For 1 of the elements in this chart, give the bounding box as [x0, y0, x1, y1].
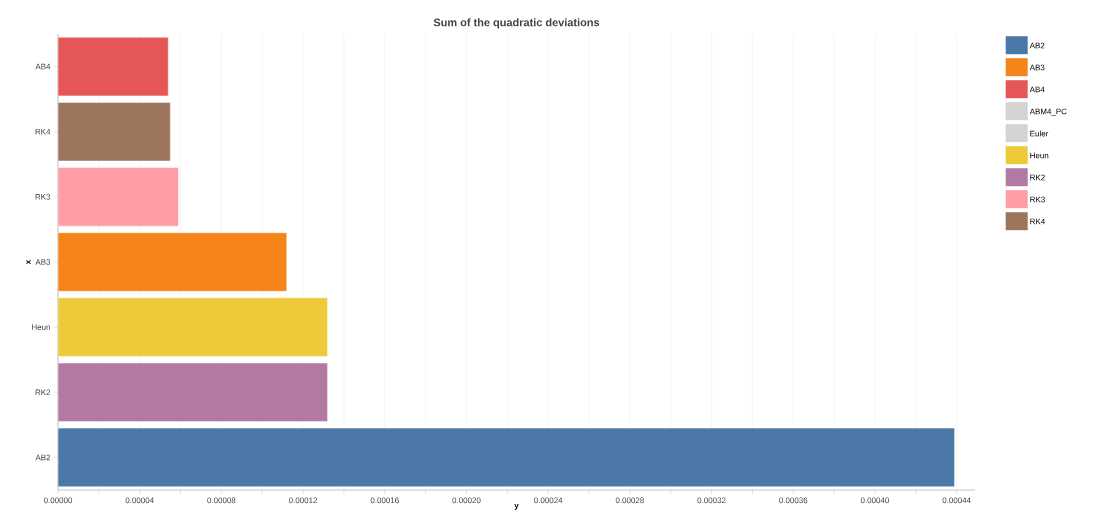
chart-title: Sum of the quadratic deviations: [433, 18, 600, 29]
